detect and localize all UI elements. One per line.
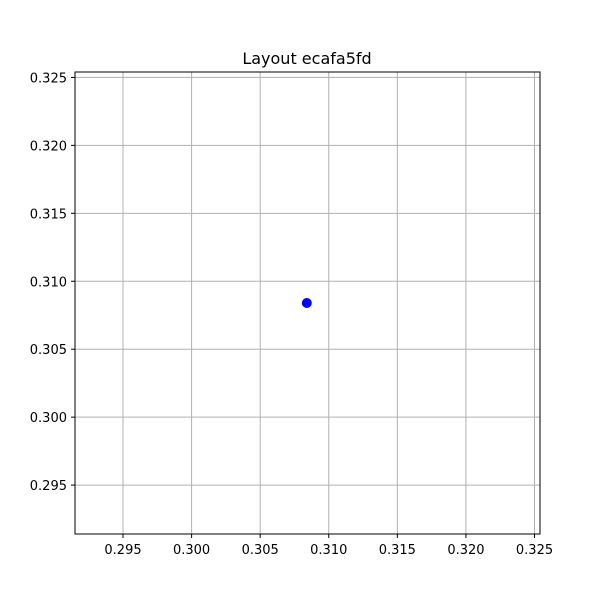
y-tick-label: 0.310	[30, 275, 67, 290]
y-tick-label: 0.305	[30, 343, 67, 358]
x-tick-label: 0.295	[104, 543, 141, 558]
y-tick-label: 0.325	[30, 71, 67, 86]
y-tick-label: 0.320	[30, 139, 67, 154]
grid	[75, 72, 540, 534]
chart-title: Layout ecafa5fd	[242, 49, 371, 68]
x-tick-label: 0.305	[242, 543, 279, 558]
x-tick-label: 0.320	[447, 543, 484, 558]
axis-ticks: 0.295 0.300 0.305 0.310 0.315 0.320 0.325 0.295…	[30, 71, 553, 558]
data-points	[301, 298, 312, 308]
x-tick-label: 0.315	[379, 543, 416, 558]
data-point	[301, 298, 312, 308]
y-tick-label: 0.315	[30, 207, 67, 222]
x-tick-label: 0.300	[173, 543, 210, 558]
y-tick-label: 0.300	[30, 411, 67, 426]
plot-area	[74, 71, 541, 535]
y-tick-label: 0.295	[30, 479, 67, 494]
x-tick-label: 0.325	[516, 543, 553, 558]
x-tick-label: 0.310	[310, 543, 347, 558]
